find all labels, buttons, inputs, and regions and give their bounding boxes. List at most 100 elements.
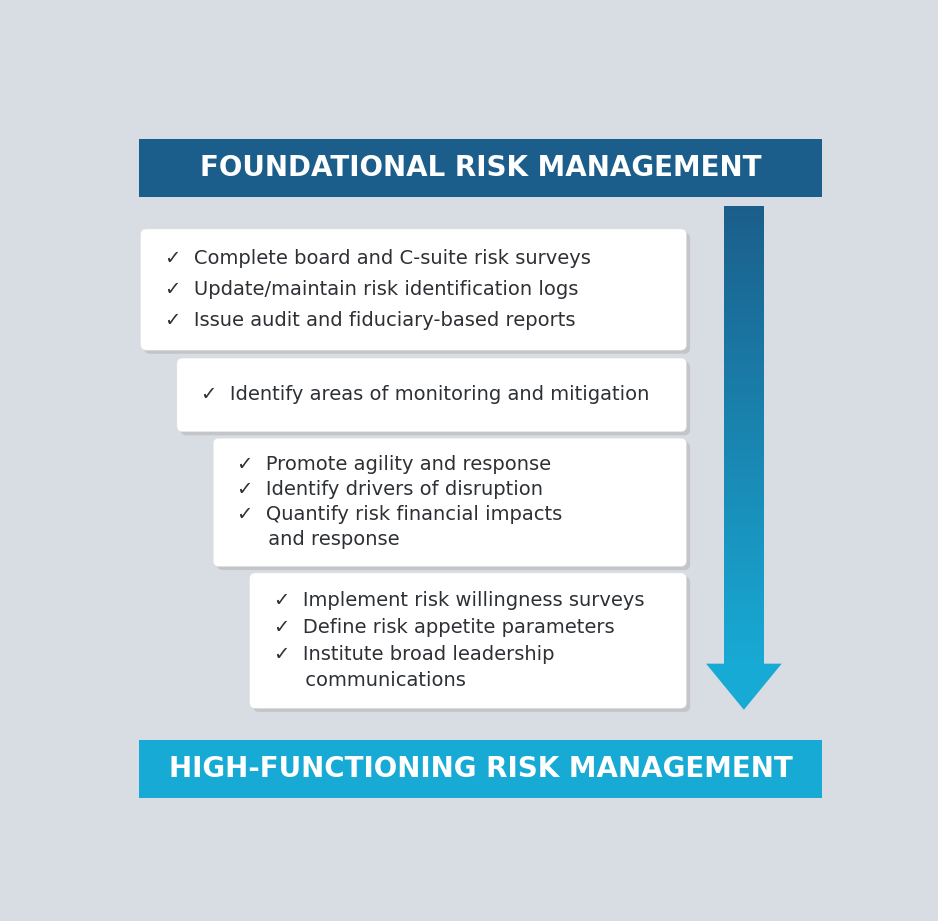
Polygon shape	[723, 451, 764, 453]
Polygon shape	[723, 407, 764, 410]
Polygon shape	[723, 330, 764, 332]
Polygon shape	[723, 382, 764, 385]
Polygon shape	[723, 213, 764, 216]
Polygon shape	[723, 323, 764, 325]
Polygon shape	[723, 222, 764, 225]
Polygon shape	[723, 297, 764, 300]
Polygon shape	[723, 593, 764, 595]
FancyBboxPatch shape	[177, 358, 687, 432]
Polygon shape	[723, 549, 764, 552]
FancyBboxPatch shape	[141, 229, 687, 350]
Polygon shape	[723, 437, 764, 439]
Polygon shape	[723, 435, 764, 437]
Polygon shape	[723, 481, 764, 483]
FancyBboxPatch shape	[144, 232, 690, 354]
Polygon shape	[723, 268, 764, 270]
Polygon shape	[723, 632, 764, 634]
Polygon shape	[723, 572, 764, 575]
Polygon shape	[723, 273, 764, 274]
Polygon shape	[723, 661, 764, 664]
Text: ✓  Identify areas of monitoring and mitigation: ✓ Identify areas of monitoring and mitig…	[201, 385, 649, 404]
Polygon shape	[723, 615, 764, 618]
Polygon shape	[723, 611, 764, 613]
Polygon shape	[723, 262, 764, 263]
Polygon shape	[723, 470, 764, 472]
Polygon shape	[723, 444, 764, 447]
Polygon shape	[723, 439, 764, 442]
Polygon shape	[723, 240, 764, 243]
Polygon shape	[723, 300, 764, 302]
Polygon shape	[723, 332, 764, 334]
Polygon shape	[723, 485, 764, 487]
Polygon shape	[723, 462, 764, 465]
Polygon shape	[723, 296, 764, 297]
Polygon shape	[723, 499, 764, 501]
FancyBboxPatch shape	[217, 442, 690, 570]
Polygon shape	[723, 623, 764, 624]
Polygon shape	[723, 225, 764, 227]
Polygon shape	[723, 302, 764, 305]
Polygon shape	[723, 579, 764, 581]
Polygon shape	[723, 206, 764, 208]
Polygon shape	[723, 519, 764, 522]
Polygon shape	[723, 288, 764, 291]
Polygon shape	[723, 618, 764, 620]
Polygon shape	[723, 586, 764, 589]
Polygon shape	[723, 467, 764, 470]
Polygon shape	[723, 391, 764, 394]
Polygon shape	[723, 522, 764, 524]
Polygon shape	[723, 638, 764, 641]
Polygon shape	[723, 266, 764, 268]
Polygon shape	[723, 449, 764, 451]
Polygon shape	[723, 416, 764, 419]
Polygon shape	[723, 362, 764, 364]
Polygon shape	[723, 652, 764, 655]
Text: ✓  Implement risk willingness surveys: ✓ Implement risk willingness surveys	[274, 591, 644, 610]
Text: ✓  Update/maintain risk identification logs: ✓ Update/maintain risk identification lo…	[164, 280, 578, 299]
Polygon shape	[723, 506, 764, 508]
Polygon shape	[723, 279, 764, 282]
Polygon shape	[723, 291, 764, 293]
Polygon shape	[723, 336, 764, 339]
Text: FOUNDATIONAL RISK MANAGEMENT: FOUNDATIONAL RISK MANAGEMENT	[200, 154, 762, 182]
Polygon shape	[723, 442, 764, 444]
Polygon shape	[723, 428, 764, 430]
Polygon shape	[723, 359, 764, 362]
Polygon shape	[723, 501, 764, 504]
FancyBboxPatch shape	[139, 740, 823, 799]
Polygon shape	[723, 492, 764, 495]
Polygon shape	[723, 659, 764, 661]
Polygon shape	[723, 274, 764, 277]
Polygon shape	[723, 589, 764, 590]
Polygon shape	[723, 542, 764, 544]
Polygon shape	[723, 473, 764, 476]
Polygon shape	[723, 314, 764, 316]
Polygon shape	[723, 245, 764, 248]
Polygon shape	[723, 598, 764, 600]
Polygon shape	[723, 227, 764, 229]
Polygon shape	[723, 538, 764, 541]
Polygon shape	[723, 293, 764, 296]
Polygon shape	[723, 403, 764, 405]
Polygon shape	[723, 602, 764, 604]
Polygon shape	[723, 527, 764, 529]
Polygon shape	[723, 604, 764, 607]
Polygon shape	[723, 355, 764, 357]
Polygon shape	[723, 590, 764, 593]
Polygon shape	[706, 664, 781, 710]
Polygon shape	[723, 341, 764, 344]
Polygon shape	[723, 345, 764, 348]
Polygon shape	[723, 430, 764, 433]
Polygon shape	[723, 385, 764, 387]
Polygon shape	[723, 378, 764, 380]
Polygon shape	[723, 328, 764, 330]
Polygon shape	[723, 490, 764, 492]
Polygon shape	[723, 217, 764, 220]
Polygon shape	[723, 254, 764, 257]
Polygon shape	[723, 257, 764, 259]
Polygon shape	[723, 561, 764, 563]
Polygon shape	[723, 552, 764, 554]
Polygon shape	[723, 581, 764, 584]
Polygon shape	[723, 624, 764, 627]
Polygon shape	[723, 458, 764, 460]
